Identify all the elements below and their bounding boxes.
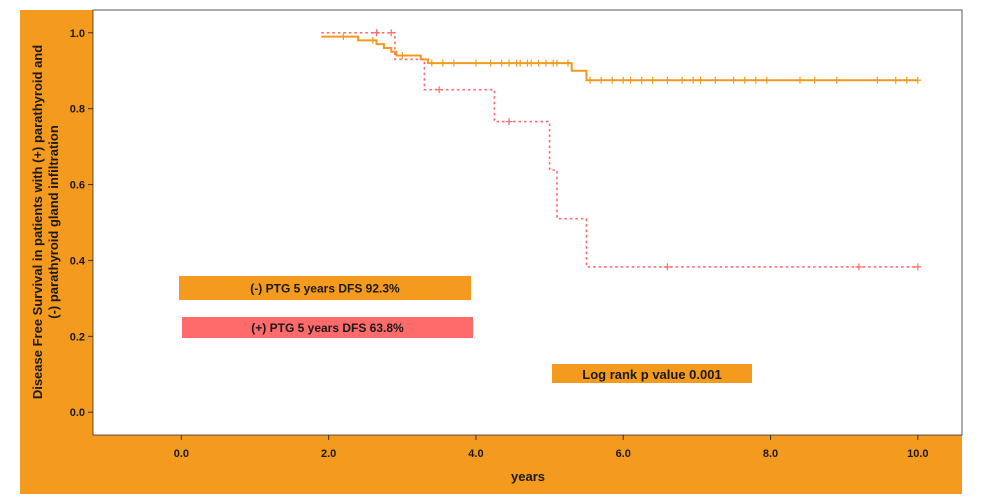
- frame-left-band: [20, 10, 93, 435]
- censor-mark: [763, 76, 771, 84]
- censor-mark: [505, 59, 513, 67]
- censor-mark: [597, 76, 605, 84]
- censor-mark: [649, 76, 657, 84]
- censor-mark: [752, 76, 760, 84]
- censor-mark: [505, 118, 513, 126]
- censor-mark: [811, 76, 819, 84]
- censor-mark: [435, 86, 443, 94]
- censor-mark: [833, 76, 841, 84]
- x-tick-label: 8.0: [763, 448, 778, 460]
- censor-mark: [697, 76, 705, 84]
- censor-mark: [638, 76, 646, 84]
- annotations: (-) PTG 5 years DFS 92.3% (+) PTG 5 years…: [179, 276, 752, 383]
- censor-mark: [564, 59, 572, 67]
- x-tick-label: 0.0: [174, 448, 189, 460]
- censor-mark: [387, 29, 395, 37]
- censor-mark: [730, 76, 738, 84]
- annotation-box: [552, 364, 752, 383]
- x-tick-label: 6.0: [616, 448, 631, 460]
- y-axis-title-line-1: Disease Free Survival in patients with (…: [30, 45, 45, 399]
- y-tick-label: 0.6: [70, 180, 85, 192]
- x-tick-label: 10.0: [907, 448, 928, 460]
- censor-mark: [472, 59, 480, 67]
- annotation-box: [179, 276, 471, 300]
- y-tick-label: 0.2: [70, 331, 85, 343]
- censor-mark: [711, 76, 719, 84]
- censor-mark: [373, 29, 381, 37]
- x-tick-label: 2.0: [321, 448, 336, 460]
- frame-bottom-band: [20, 435, 962, 494]
- censor-mark: [914, 76, 922, 84]
- censor-mark: [535, 59, 543, 67]
- survival-curves: [321, 29, 922, 271]
- x-tick-label: 4.0: [468, 448, 483, 460]
- censor-mark: [586, 76, 594, 84]
- y-tick-label: 0.4: [70, 255, 86, 267]
- censor-mark: [439, 59, 447, 67]
- y-tick-label: 1.0: [70, 28, 85, 40]
- censor-mark: [689, 76, 697, 84]
- survival-curve-ptg-negative: [321, 35, 918, 82]
- censor-mark: [339, 33, 347, 41]
- censor-mark: [450, 59, 458, 67]
- censor-mark: [487, 59, 495, 67]
- censor-mark: [498, 59, 506, 67]
- censor-mark: [516, 59, 524, 67]
- censor-mark: [369, 36, 377, 44]
- annotation-label: Log rank p value 0.001: [582, 367, 721, 382]
- censor-mark: [741, 76, 749, 84]
- censor-mark: [663, 263, 671, 271]
- y-tick-label: 0.8: [70, 104, 85, 116]
- censor-mark: [627, 76, 635, 84]
- censor-mark: [398, 52, 406, 60]
- censor-mark: [553, 59, 561, 67]
- censor-mark: [796, 76, 804, 84]
- censor-mark: [428, 59, 436, 67]
- axis-ticks: 0.0 0.2 0.4 0.6 0.8 1.0 0.0 2.0 4.0 6.0 8.0 10.0: [70, 28, 929, 460]
- annotation-box: [182, 317, 473, 338]
- censor-mark: [608, 76, 616, 84]
- y-axis-title-line-2: (-) parathyroid gland infiltration: [46, 125, 61, 319]
- annotation-label: (-) PTG 5 years DFS 92.3%: [250, 282, 400, 296]
- survival-curve-ptg-positive: [321, 31, 918, 268]
- censor-mark: [542, 59, 550, 67]
- plot-area: [92, 9, 963, 436]
- censor-mark: [892, 76, 900, 84]
- censor-mark: [619, 76, 627, 84]
- y-tick-label: 0.0: [70, 407, 85, 419]
- censor-mark: [527, 59, 535, 67]
- censor-mark: [903, 76, 911, 84]
- censor-mark: [855, 263, 863, 271]
- censor-mark: [663, 76, 671, 84]
- censor-mark: [678, 76, 686, 84]
- annotation-label: (+) PTG 5 years DFS 63.8%: [251, 321, 404, 335]
- censor-mark: [914, 263, 922, 271]
- x-axis-title: years: [511, 469, 545, 484]
- censor-mark: [873, 76, 881, 84]
